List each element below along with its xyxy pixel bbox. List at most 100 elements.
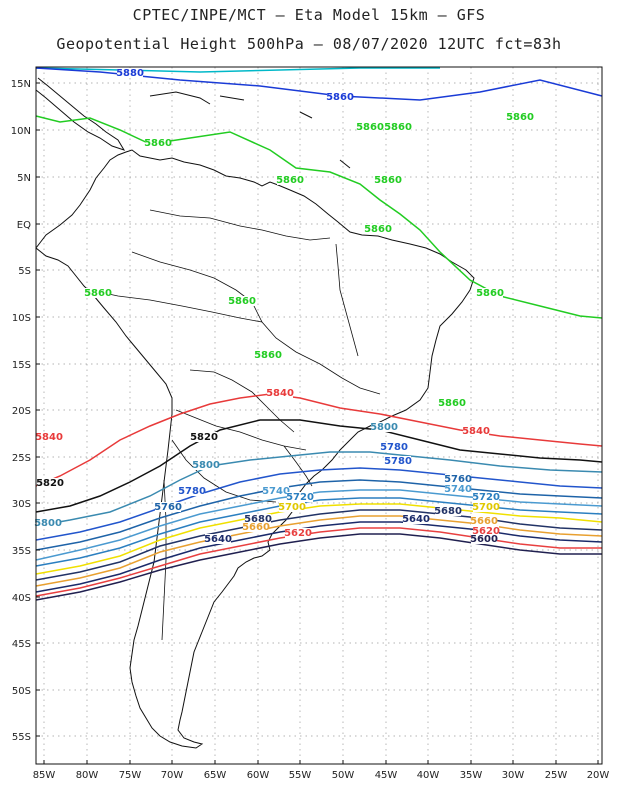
contour-label: 5620	[284, 528, 312, 539]
lat-tick-label: EQ	[17, 220, 31, 231]
contour-5860	[35, 115, 603, 319]
lat-tick-label: 5N	[17, 173, 31, 184]
contour-label-bg	[439, 398, 465, 408]
lon-tick-label: 20W	[587, 770, 610, 781]
country-borders	[89, 209, 381, 641]
contour-label: 5720	[286, 492, 314, 503]
contour-label: 5660	[242, 522, 270, 533]
contour-label-bg	[507, 112, 533, 122]
lon-tick-label: 50W	[332, 770, 355, 781]
contour-label-bg	[435, 506, 461, 516]
contour-label: 5800	[370, 422, 398, 433]
contour-label: 5860	[384, 122, 412, 133]
contour-label-bg	[205, 534, 231, 544]
contour-label: 5760	[154, 502, 182, 513]
contour-label: 5860	[364, 224, 392, 235]
contour-label-bg	[371, 422, 397, 432]
map-frame	[35, 66, 603, 765]
contour-label: 5680	[434, 506, 462, 517]
contour-label: 5860	[326, 92, 354, 103]
contour-label-bg	[36, 432, 62, 442]
contour-5740	[35, 489, 603, 561]
lon-tick-label: 60W	[247, 770, 270, 781]
caribbean-islands	[149, 91, 351, 169]
contour-label-bg	[287, 492, 313, 502]
contour-label: 5680	[244, 514, 272, 525]
contour-5680	[35, 509, 603, 581]
contour-label: 5880	[116, 68, 144, 79]
lat-tick-label: 55S	[12, 732, 31, 743]
contour-label: 5640	[402, 514, 430, 525]
title-line-2: Geopotential Height 500hPa – 08/07/2020 …	[56, 35, 562, 53]
lon-tick-label: 35W	[460, 770, 483, 781]
contour-label: 5800	[192, 460, 220, 471]
lon-tick-label: 65W	[204, 770, 227, 781]
contour-label-bg	[403, 514, 429, 524]
contour-label-bg	[385, 122, 411, 132]
contour-label-bg	[473, 492, 499, 502]
contour-label: 5860	[506, 112, 534, 123]
contour-label: 5640	[204, 534, 232, 545]
contour-label-bg	[445, 484, 471, 494]
contour-label: 5700	[278, 502, 306, 513]
contour-label-bg	[477, 288, 503, 298]
contour-label: 5740	[444, 484, 472, 495]
lon-tick-label: 40W	[417, 770, 440, 781]
contour-5600	[35, 533, 602, 601]
lat-tick-label: 20S	[12, 406, 31, 417]
contour-5880	[35, 67, 440, 73]
contour-label-bg	[155, 502, 181, 512]
contour-label-bg	[357, 122, 383, 132]
contour-5780	[35, 467, 603, 541]
lon-tick-label: 25W	[545, 770, 568, 781]
contour-label-bg	[385, 456, 411, 466]
central-america-coastline	[35, 77, 126, 151]
contour-label-bg	[375, 175, 401, 185]
contour-label-bg	[255, 350, 281, 360]
contour-label-bg	[463, 426, 489, 436]
contour-label-bg	[445, 474, 471, 484]
lat-tick-label: 5S	[18, 266, 31, 277]
contour-label: 5860	[476, 288, 504, 299]
lat-tick-label: 50S	[12, 686, 31, 697]
lat-tick-label: 30S	[12, 499, 31, 510]
contour-label: 5860	[254, 350, 282, 361]
contour-label-bg	[473, 502, 499, 512]
contour-label-bg	[193, 460, 219, 470]
lat-tick-label: 45S	[12, 639, 31, 650]
contour-label: 5860	[374, 175, 402, 186]
contour-label: 5860	[228, 296, 256, 307]
lat-tick-label: 35S	[12, 546, 31, 557]
latitude-axis: 15N 10N 5N EQ 5S 10S 15S 20S 25S 30S 35S 40S 45S 50S 5…	[11, 79, 40, 743]
contour-5720	[35, 497, 603, 567]
contour-label-bg	[37, 478, 63, 488]
contour-5820	[35, 419, 603, 513]
coastline-layer	[35, 77, 475, 749]
contour-label-bg	[145, 138, 171, 148]
lat-tick-label: 25S	[12, 453, 31, 464]
contour-label-bg	[285, 528, 311, 538]
contour-label-bg	[471, 516, 497, 526]
contour-label: 5780	[380, 442, 408, 453]
contour-label: 5860	[144, 138, 172, 149]
contour-label: 5780	[178, 486, 206, 497]
contour-label: 5860	[438, 398, 466, 409]
lon-tick-label: 30W	[502, 770, 525, 781]
contour-5660	[35, 515, 603, 587]
contour-label: 5600	[470, 534, 498, 545]
contour-labels: 5880 5860 5860 5860 5860 5860 5860 5860 5860 5860…	[34, 68, 534, 545]
contour-label: 5780	[384, 456, 412, 467]
lat-tick-label: 40S	[12, 593, 31, 604]
contour-label-bg	[85, 288, 111, 298]
contour-label-bg	[277, 175, 303, 185]
lat-tick-label: 15N	[11, 79, 31, 90]
contour-label: 5820	[190, 432, 218, 443]
contour-label: 5840	[462, 426, 490, 437]
contour-5620	[35, 527, 602, 597]
lon-tick-label: 70W	[161, 770, 184, 781]
contour-label: 5720	[472, 492, 500, 503]
contour-label-bg	[35, 518, 61, 528]
contour-label-bg	[267, 388, 293, 398]
lon-tick-label: 85W	[33, 770, 56, 781]
